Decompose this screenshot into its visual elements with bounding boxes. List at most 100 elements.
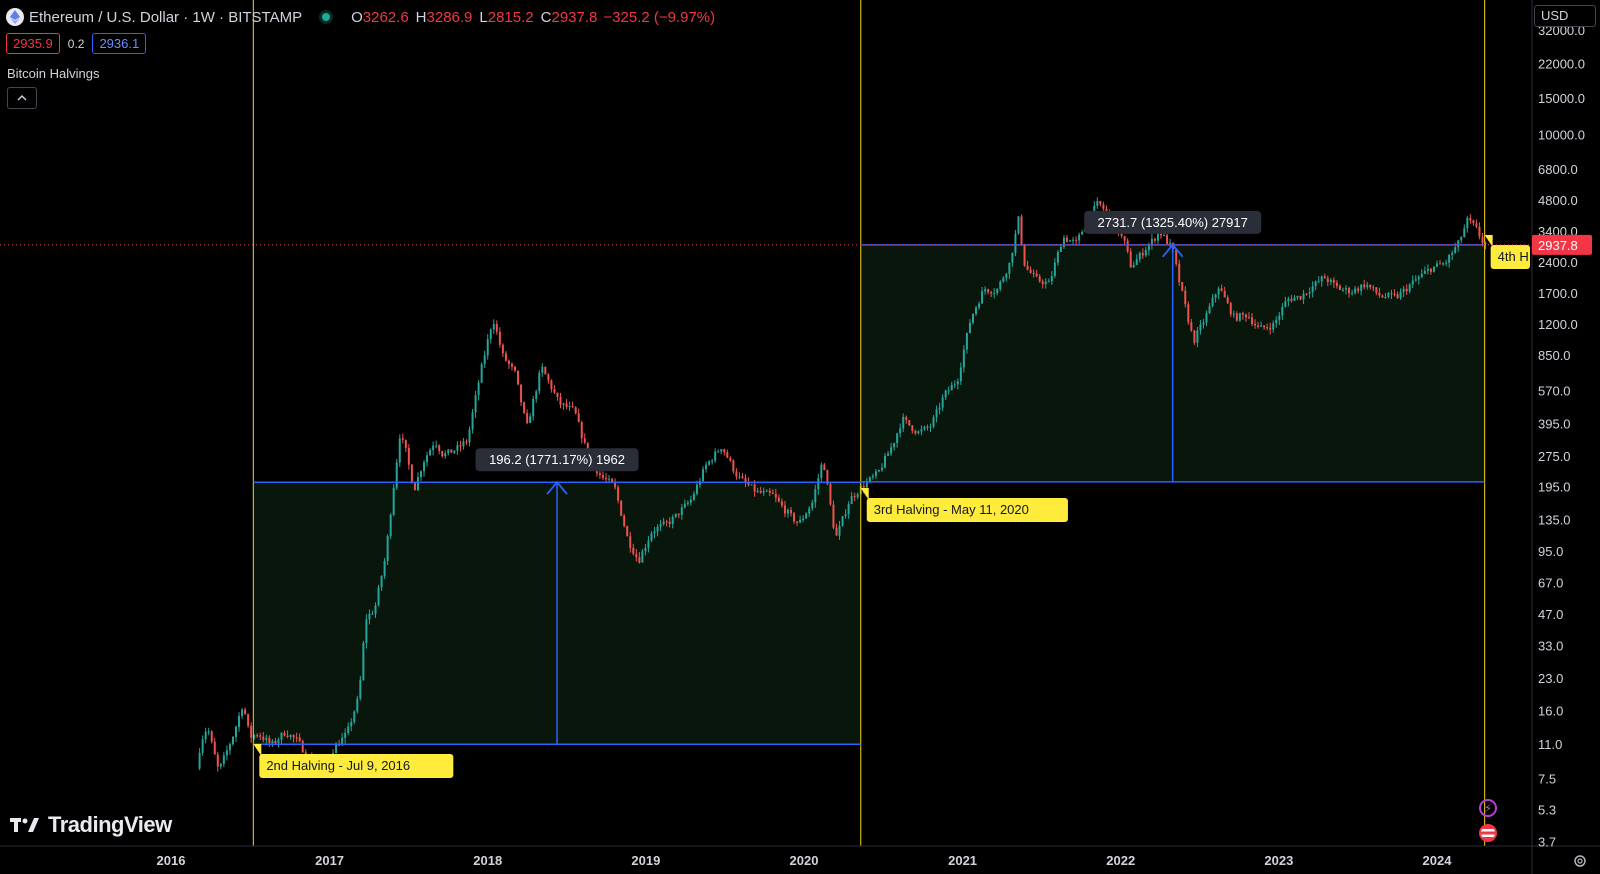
candle-body (1329, 279, 1332, 283)
buy-button[interactable]: 2936.1 (92, 33, 147, 54)
collapse-legend-button[interactable] (7, 87, 37, 109)
candle-114 (541, 363, 544, 377)
indicator-legend[interactable]: Bitcoin Halvings (7, 66, 100, 81)
candle-54 (359, 675, 362, 701)
flash-icon[interactable]: ⚡ (1479, 799, 1497, 817)
candle-body (601, 475, 604, 478)
candle-335 (1211, 294, 1214, 308)
halving-label-text: 3rd Halving - May 11, 2020 (874, 502, 1029, 517)
candle-body (520, 384, 523, 403)
ohlc-low-value: 2815.2 (487, 8, 534, 26)
candle-395 (1393, 289, 1396, 297)
candle-332 (1202, 318, 1205, 329)
price-tick-label: 195.0 (1538, 480, 1571, 495)
candle-body (975, 307, 978, 314)
candle-body (917, 431, 920, 434)
candle-body (1257, 325, 1260, 327)
candle-body (1345, 287, 1348, 290)
candle-104 (510, 362, 513, 371)
candle-body (799, 519, 802, 523)
candle-231 (896, 432, 899, 448)
candle-body (1169, 242, 1172, 245)
candle-381 (1351, 289, 1354, 296)
candle-body (911, 425, 914, 431)
candle-243 (932, 415, 935, 429)
candle-body (1323, 276, 1326, 279)
candle-97 (489, 328, 492, 344)
candle-body (1423, 270, 1426, 274)
candle-body (968, 322, 971, 333)
candle-375 (1332, 277, 1335, 289)
candle-19 (253, 734, 256, 740)
candle-154 (662, 517, 665, 526)
candle-316 (1153, 237, 1156, 244)
symbol-title[interactable]: Ethereum / U.S. Dollar · 1W · BITSTAMP (29, 8, 303, 26)
gear-icon[interactable] (1572, 853, 1588, 869)
candle-body (1038, 276, 1041, 282)
candle-body (1429, 268, 1432, 272)
candle-410 (1439, 260, 1442, 265)
candle-107 (520, 384, 523, 407)
candle-body (271, 741, 274, 744)
candle-body (1375, 287, 1378, 293)
candle-117 (550, 379, 553, 393)
candle-170 (711, 458, 714, 465)
candle-236 (911, 425, 914, 434)
candle-185 (756, 487, 759, 493)
price-tick-label: 22000.0 (1538, 57, 1585, 72)
candle-body (1335, 282, 1338, 286)
candle-body (729, 457, 732, 461)
ohlc-high-label: H (415, 8, 427, 26)
candle-103 (507, 359, 510, 369)
candle-body (1451, 253, 1454, 255)
candle-body (1320, 276, 1323, 282)
candle-259 (981, 287, 984, 304)
candle-body (829, 483, 832, 505)
candle-347 (1247, 312, 1250, 319)
candle-body (1147, 244, 1150, 251)
market-status-icon[interactable] (322, 13, 331, 21)
candle-body (438, 445, 441, 452)
candle-357 (1278, 311, 1281, 326)
candle-body (832, 504, 835, 528)
candle-262 (990, 290, 993, 298)
candle-374 (1329, 277, 1332, 286)
candle-11 (228, 742, 231, 755)
candle-178 (735, 468, 738, 480)
candle-258 (978, 301, 981, 310)
candle-body (674, 513, 677, 517)
candle-196 (790, 506, 793, 517)
candle-51 (350, 718, 353, 732)
price-tick-label: 15000.0 (1538, 91, 1585, 106)
candle-body (1202, 322, 1205, 325)
candle-body (574, 407, 577, 414)
candle-body (926, 426, 929, 428)
candle-155 (665, 519, 668, 527)
candle-body (896, 433, 899, 444)
candle-body (504, 353, 507, 361)
candle-body (905, 417, 908, 421)
candle-195 (786, 508, 789, 518)
sell-button[interactable]: 2935.9 (6, 33, 60, 54)
candle-body (432, 445, 435, 451)
currency-selector[interactable]: USD (1534, 5, 1596, 27)
candle-359 (1284, 296, 1287, 308)
candle-118 (553, 385, 556, 395)
candle-body (1278, 315, 1281, 320)
time-tick-label: 2021 (948, 853, 977, 868)
candle-188 (765, 489, 768, 492)
candle-121 (562, 402, 565, 410)
candle-230 (893, 442, 896, 451)
candle-body (1181, 282, 1184, 291)
candle-339 (1223, 286, 1226, 298)
halving-label-3: 3rd Halving - May 11, 2020 (860, 488, 1068, 522)
candle-263 (993, 288, 996, 299)
candle-9 (222, 751, 225, 768)
measurement-label-bg (1084, 210, 1262, 234)
candle-body (908, 420, 911, 426)
us-flag-icon[interactable] (1479, 824, 1497, 842)
candle-body (1269, 327, 1272, 330)
candle-29 (283, 730, 286, 737)
candle-8 (219, 763, 222, 770)
